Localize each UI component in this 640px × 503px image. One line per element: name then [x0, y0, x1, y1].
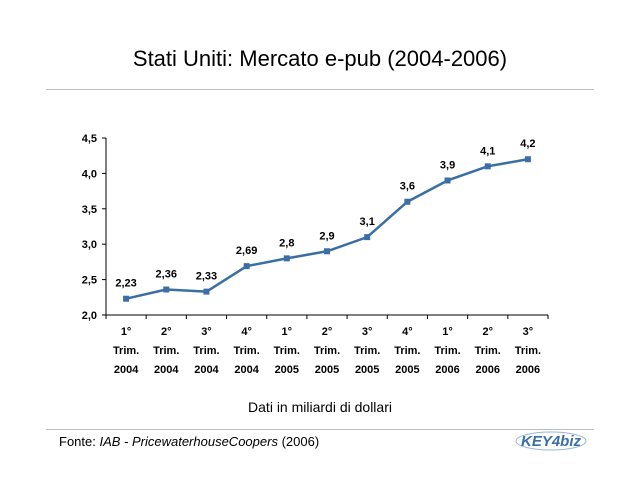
- key4biz-logo-icon: KEY4biz: [515, 431, 587, 451]
- unit-note: Dati in miliardi di dollari: [248, 399, 392, 415]
- data-label: 2,23: [115, 278, 136, 290]
- source-note: Fonte: IAB - PricewaterhouseCoopers (200…: [59, 434, 319, 449]
- data-label: 2,9: [319, 230, 334, 242]
- data-point: [163, 286, 170, 293]
- data-label: 3,6: [400, 181, 415, 193]
- x-tick-label: 1° Trim. 2006: [434, 326, 460, 376]
- data-point: [203, 288, 210, 295]
- data-point: [283, 255, 290, 262]
- data-label: 4,2: [520, 138, 535, 150]
- x-tick-label: 2° Trim. 2006: [475, 326, 501, 376]
- data-labels: 2,23 2,36 2,33 2,69 2,8 2,9 3,1 3,6 3,9 4,1 4,2: [115, 138, 535, 289]
- x-tick-label: 3° Trim. 2006: [515, 326, 541, 376]
- data-label: 4,1: [480, 145, 495, 157]
- logo-text: KEY4biz: [521, 433, 582, 450]
- series-line: [125, 158, 529, 300]
- source-name: IAB - PricewaterhouseCoopers: [99, 434, 278, 449]
- data-point: [444, 177, 451, 184]
- x-tick-label: 2° Trim. 2004: [153, 326, 179, 376]
- chart-title: Stati Uniti: Mercato e-pub (2004-2006): [132, 46, 508, 71]
- y-tick-label: 3,5: [82, 204, 97, 216]
- y-tick-label: 2,0: [82, 310, 97, 322]
- line-chart: 2,0 2,5 3,0 3,5 4,0 4,5 1° Trim. 2004 2° Trim. 200…: [82, 133, 549, 376]
- footer-divider: [46, 429, 594, 430]
- series-line-group: [125, 158, 529, 300]
- data-point: [524, 156, 531, 163]
- data-point: [324, 248, 330, 255]
- data-point: [364, 234, 371, 241]
- data-label: 2,69: [236, 245, 257, 257]
- x-tick-label: 2° Trim. 2005: [314, 326, 340, 376]
- x-tick-label: 1° Trim. 2005: [274, 326, 300, 376]
- chart-axes: [105, 138, 548, 316]
- source-suffix: (2006): [277, 434, 320, 449]
- x-tick-label: 1° Trim. 2004: [113, 326, 139, 376]
- data-point: [484, 163, 491, 170]
- y-tick-label: 4,5: [82, 133, 97, 145]
- data-point: [123, 295, 130, 302]
- x-axis-ticks: 1° Trim. 2004 2° Trim. 2004 3° Trim. 2004 4° Trim.…: [105, 315, 549, 376]
- y-axis-ticks: 2,0 2,5 3,0 3,5 4,0 4,5: [82, 133, 106, 322]
- x-tick-label: 4° Trim. 2005: [394, 326, 420, 376]
- data-point: [243, 263, 250, 270]
- source-prefix: Fonte:: [59, 434, 100, 449]
- x-tick-label: 3° Trim. 2005: [354, 326, 380, 376]
- data-point: [404, 198, 411, 205]
- y-tick-label: 3,0: [82, 239, 97, 251]
- data-label: 3,9: [440, 159, 455, 171]
- y-tick-label: 4,0: [82, 168, 97, 180]
- data-label: 2,36: [156, 269, 177, 281]
- data-label: 3,1: [360, 216, 375, 228]
- data-label: 2,8: [279, 237, 294, 249]
- data-label: 2,33: [196, 271, 217, 283]
- x-tick-label: 3° Trim. 2004: [193, 326, 219, 376]
- series-points: [123, 156, 531, 302]
- y-tick-label: 2,5: [82, 275, 97, 287]
- title-divider: [46, 89, 594, 90]
- x-tick-label: 4° Trim. 2004: [233, 326, 259, 376]
